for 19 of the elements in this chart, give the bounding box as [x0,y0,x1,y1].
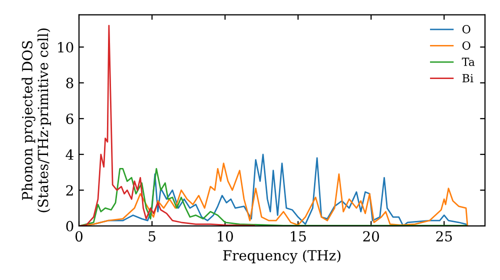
y-tick-label: 10 [58,42,74,53]
y-axis-title: Phonon projected DOS (States/THz·primitive cell) [22,28,51,212]
y-tick-label: 8 [66,78,74,88]
legend-label: Bi [462,74,474,82]
x-tick-label: 10 [218,231,233,242]
y-tick-label: 6 [66,114,74,124]
x-tick-label: 15 [290,231,306,242]
legend-label: O [462,41,470,50]
y-tick-label: 2 [66,185,73,196]
x-tick-label: 0 [75,231,82,242]
x-tick-label: 25 [436,231,452,242]
legend-label: O [462,25,470,34]
x-tick-label: 20 [363,231,379,242]
line-series [79,24,255,226]
legend-label: Ta [462,58,475,66]
y-tick-label: 0 [66,220,74,232]
x-tick-label: 5 [148,231,156,242]
x-axis-title: Frequency (THz) [223,250,340,264]
y-tick-label: 4 [66,149,74,160]
